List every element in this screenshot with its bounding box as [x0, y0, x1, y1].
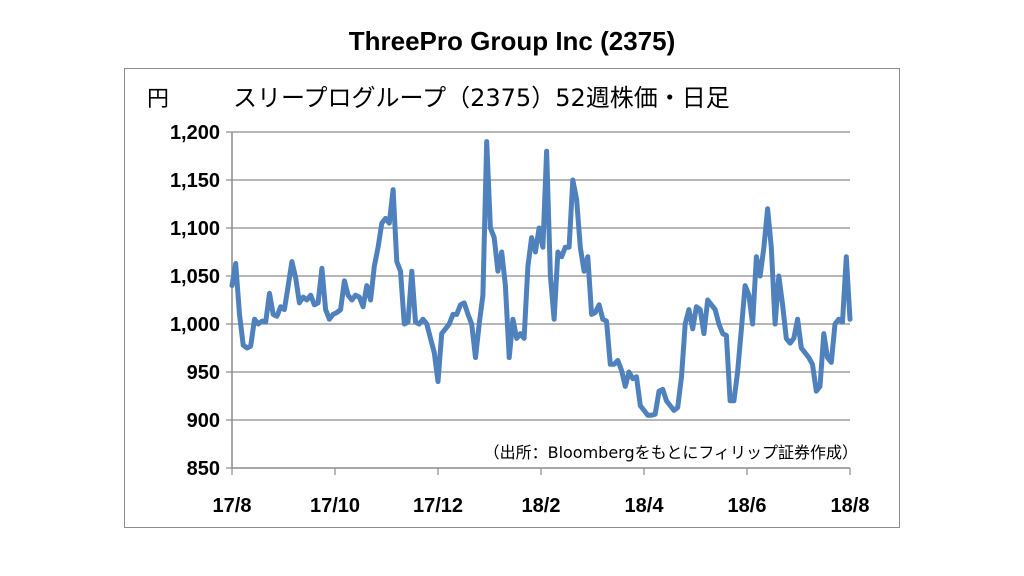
- chart-title: ThreePro Group Inc (2375): [348, 26, 676, 56]
- x-tick-label: 18/8: [831, 495, 870, 517]
- y-unit-label: 円: [147, 87, 169, 112]
- y-axis-ticks: 1,200 1,150 1,100 1,050 1,000 950 900 850: [170, 122, 232, 480]
- x-tick-label: 17/8: [213, 495, 252, 517]
- y-tick-label: 1,000: [170, 314, 220, 336]
- x-axis-ticks: 17/8 17/10 17/12 18/2 18/4 18/6 18/8: [213, 468, 870, 517]
- chart-subtitle: スリープログループ（2375）52週株価・日足: [233, 84, 730, 112]
- y-tick-label: 1,050: [170, 266, 220, 288]
- x-tick-label: 18/2: [522, 495, 561, 517]
- x-tick-label: 17/10: [310, 495, 360, 517]
- y-tick-label: 1,100: [170, 218, 220, 240]
- x-tick-label: 17/12: [413, 495, 463, 517]
- gridlines: [231, 131, 850, 468]
- x-tick-label: 18/6: [728, 495, 767, 517]
- chart-frame: [124, 68, 900, 528]
- y-tick-label: 850: [187, 458, 220, 480]
- y-tick-label: 950: [187, 362, 220, 384]
- y-tick-label: 900: [187, 410, 220, 432]
- price-series-line: [229, 139, 853, 418]
- x-tick-label: 18/4: [625, 495, 665, 517]
- source-note: （出所：Bloombergをもとにフィリップ証券作成）: [484, 443, 858, 462]
- y-tick-label: 1,200: [170, 122, 220, 144]
- y-tick-label: 1,150: [170, 170, 220, 192]
